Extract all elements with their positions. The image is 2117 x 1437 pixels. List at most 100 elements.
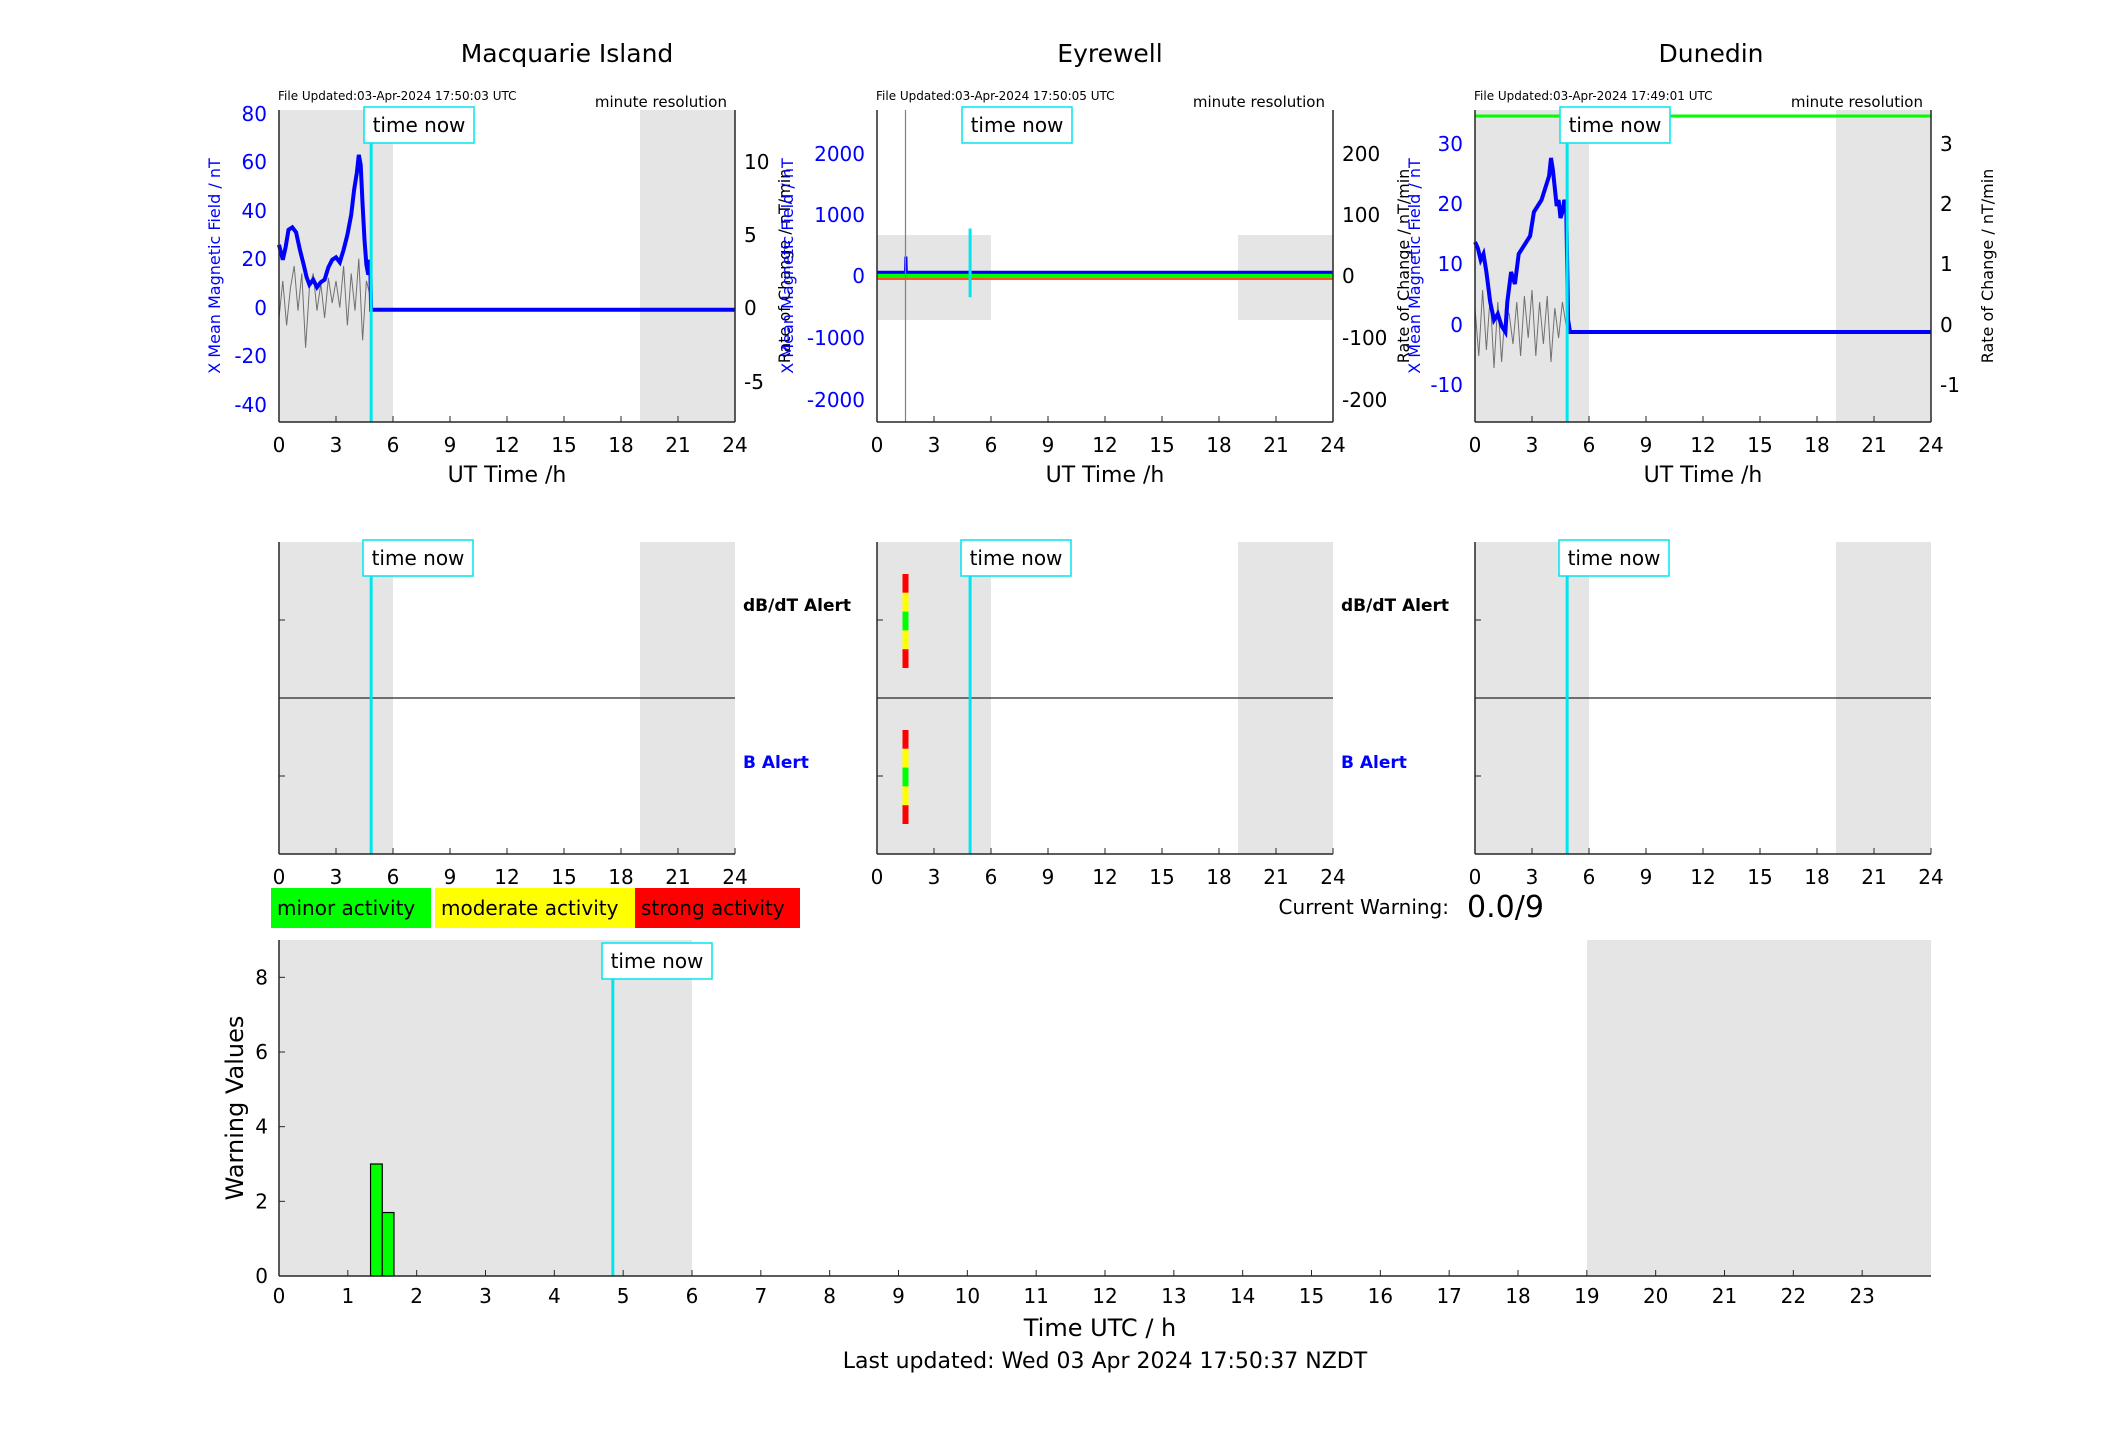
time-now-label: time now [1569, 113, 1662, 137]
left-yticks: 2000 1000 0 -1000 -2000 [807, 142, 865, 412]
night-shade [1475, 110, 1589, 422]
ytick-label: 0 [255, 1264, 268, 1288]
ytick-left: 0 [1450, 313, 1463, 337]
ylabel-right: Rate of Change / nT/min [775, 169, 794, 364]
file-updated: File Updated:03-Apr-2024 17:50:03 UTC [278, 89, 517, 103]
xtick-label: 12 [494, 865, 519, 889]
time-now-box [960, 539, 1072, 577]
xtick-label: 8 [823, 1284, 836, 1308]
ytick-right: 100 [1342, 203, 1380, 227]
xtick-labels: 0 1 2 3 4 5 6 7 8 9 10 11 12 13 14 15 16 17 18 19 20 21 22 23 [273, 1270, 1875, 1308]
alert-panel-dunedin: time now 0 3 6 9 12 15 18 21 24 [1469, 539, 1944, 889]
ytick-left: 20 [242, 247, 267, 271]
warning-bar [369, 1163, 383, 1277]
ytick-left: 30 [1438, 132, 1463, 156]
ytick-left: 0 [254, 296, 267, 320]
night-shade [1587, 940, 1931, 1276]
xtick-label: 20 [1643, 1284, 1668, 1308]
xtick-label: 24 [1918, 865, 1943, 889]
xtick-label: 0 [273, 1284, 286, 1308]
b-alert-label: B Alert [1341, 753, 1407, 773]
xtick-label: 15 [1299, 1284, 1324, 1308]
ytick-right: 0 [1342, 264, 1355, 288]
ytick-right: 2 [1940, 192, 1953, 216]
xlabel: Time UTC / h [1023, 1314, 1177, 1342]
xtick-label: 12 [1092, 433, 1117, 457]
ylabel-right: Rate of Change / nT/min [1978, 169, 1997, 364]
xtick-label: 3 [1526, 865, 1539, 889]
ytick-left: 20 [1438, 192, 1463, 216]
station-panel-macquarie: Macquarie Island time now File Updated:0… [205, 39, 794, 488]
xtick-label: 15 [1149, 433, 1174, 457]
station-title: Eyrewell [1057, 39, 1162, 68]
xtick-label: 5 [617, 1284, 630, 1308]
xtick-label: 9 [1640, 433, 1653, 457]
time-now-label: time now [970, 546, 1063, 570]
ytick-label: 6 [255, 1040, 268, 1064]
xtick-label: 17 [1436, 1284, 1461, 1308]
xtick-label: 21 [665, 865, 690, 889]
xtick-label: 6 [985, 433, 998, 457]
ytick-right: -100 [1342, 326, 1387, 350]
xtick-label: 0 [871, 433, 884, 457]
dbdt-alert-label: dB/dT Alert [743, 596, 851, 616]
xtick-label: 12 [494, 433, 519, 457]
xtick-label: 12 [1690, 433, 1715, 457]
alert-marker-segment [902, 786, 909, 806]
night-shade [279, 110, 393, 422]
xtick-label: 3 [330, 865, 343, 889]
ytick-left: 80 [242, 102, 267, 126]
xtick-label: 15 [551, 865, 576, 889]
xtick-label: 10 [955, 1284, 980, 1308]
right-yticks: 200 100 0 -100 -200 [1342, 142, 1387, 412]
xtick-label: 15 [1747, 433, 1772, 457]
xtick-label: 21 [1861, 433, 1886, 457]
time-now-box [1558, 539, 1670, 577]
xtick-label: 9 [892, 1284, 905, 1308]
xtick-labels: 0 3 6 9 12 15 18 21 24 [1469, 416, 1944, 457]
ytick-left: 0 [852, 264, 865, 288]
ytick-left: -10 [1430, 373, 1463, 397]
legend-swatch-minor [271, 888, 431, 928]
ytick-left: 10 [1438, 252, 1463, 276]
file-updated: File Updated:03-Apr-2024 17:50:05 UTC [876, 89, 1115, 103]
xtick-labels: 0 3 6 9 12 15 18 21 24 [1469, 848, 1944, 889]
xtick-label: 12 [1690, 865, 1715, 889]
time-now-label: time now [373, 113, 466, 137]
ytick-left: -20 [234, 344, 267, 368]
xtick-label: 0 [273, 865, 286, 889]
xtick-label: 22 [1781, 1284, 1806, 1308]
xtick-label: 0 [1469, 865, 1482, 889]
xtick-label: 18 [1505, 1284, 1530, 1308]
night-shade-group [279, 110, 735, 422]
ytick-left: 40 [242, 199, 267, 223]
activity-legend: minor activity moderate activity strong … [271, 888, 800, 928]
ytick-right: 3 [1940, 132, 1953, 156]
ytick-right: 200 [1342, 142, 1380, 166]
xtick-label: 23 [1849, 1284, 1874, 1308]
xtick-label: 3 [330, 433, 343, 457]
rate-of-change-series [278, 258, 371, 348]
xtick-label: 15 [1747, 865, 1772, 889]
yticks: 0 2 4 6 8 [255, 965, 285, 1288]
time-now-box [363, 106, 475, 144]
alert-panel-macquarie: time now dB/dT Alert B Alert 0 3 6 9 12 15 18 2… [273, 539, 851, 889]
ytick-left: 1000 [814, 203, 865, 227]
time-now-box [1559, 106, 1671, 144]
legend-label-moderate: moderate activity [441, 896, 619, 920]
xtick-label: 13 [1161, 1284, 1186, 1308]
xtick-label: 18 [1206, 433, 1231, 457]
ytick-left: 60 [242, 150, 267, 174]
resolution-label: minute resolution [595, 93, 727, 111]
alert-marker-segment [902, 649, 909, 668]
xtick-label: 3 [928, 433, 941, 457]
ytick-right: 5 [744, 223, 757, 247]
xtick-label: 0 [871, 865, 884, 889]
station-title: Macquarie Island [461, 39, 674, 68]
xtick-label: 6 [985, 865, 998, 889]
xtick-label: 16 [1368, 1284, 1393, 1308]
xtick-label: 9 [1042, 865, 1055, 889]
time-now-label: time now [611, 949, 704, 973]
station-panel-dunedin: Dunedin time now File Updated:03-Apr-202… [1405, 39, 1997, 488]
